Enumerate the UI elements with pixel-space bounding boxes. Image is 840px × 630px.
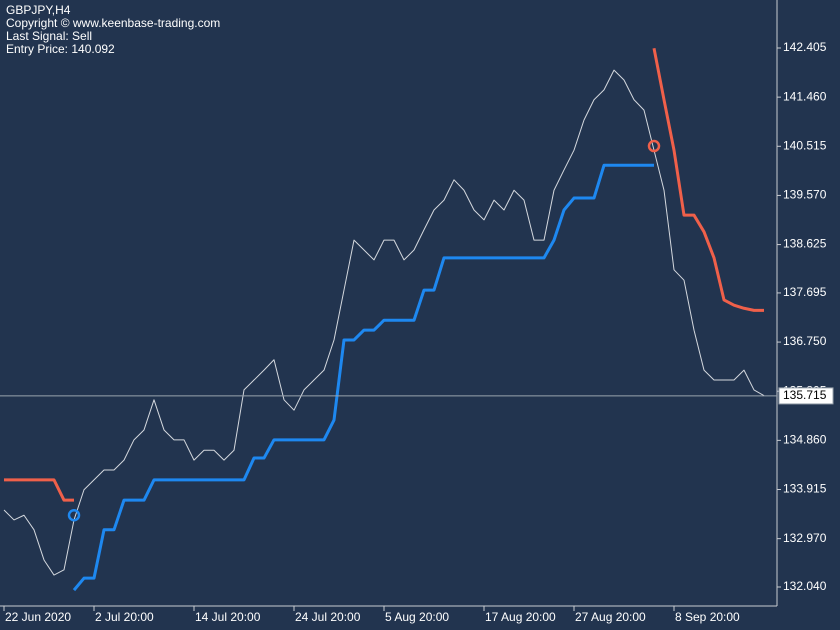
y-tick-label: 142.405 bbox=[783, 40, 827, 54]
x-tick-label: 22 Jun 2020 bbox=[5, 610, 71, 624]
header-text: Copyright © www.keenbase-trading.com bbox=[6, 16, 220, 30]
y-tick-label: 136.750 bbox=[783, 334, 827, 348]
y-tick-label: 133.915 bbox=[783, 482, 827, 496]
y-tick-label: 140.515 bbox=[783, 138, 827, 152]
price-line bbox=[4, 47, 764, 502]
y-tick-label: 139.570 bbox=[783, 188, 827, 202]
x-tick-label: 14 Jul 20:00 bbox=[195, 610, 261, 624]
y-tick-label: 132.040 bbox=[783, 579, 827, 593]
x-tick-label: 24 Jul 20:00 bbox=[295, 610, 361, 624]
x-tick-label: 5 Aug 20:00 bbox=[385, 610, 449, 624]
price-line bbox=[72, 163, 654, 592]
y-tick-label: 138.625 bbox=[783, 237, 827, 251]
signal-marker bbox=[67, 508, 81, 522]
y-tick-label: 137.695 bbox=[783, 285, 827, 299]
current-price-label: 135.715 bbox=[783, 388, 827, 402]
x-tick-label: 17 Aug 20:00 bbox=[485, 610, 556, 624]
y-tick-label: 141.460 bbox=[783, 89, 827, 103]
x-tick-label: 2 Jul 20:00 bbox=[95, 610, 154, 624]
header-text: Last Signal: Sell bbox=[6, 29, 92, 43]
signal-marker bbox=[647, 139, 661, 153]
current-price-box bbox=[778, 387, 834, 405]
header-text: Entry Price: 140.092 bbox=[6, 42, 115, 56]
header-text: GBPJPY,H4 bbox=[6, 3, 71, 17]
price-line bbox=[3, 69, 765, 576]
x-tick-label: 8 Sep 20:00 bbox=[675, 610, 740, 624]
x-tick-label: 27 Aug 20:00 bbox=[575, 610, 646, 624]
y-tick-label: 134.860 bbox=[783, 433, 827, 447]
y-tick-label: 132.970 bbox=[783, 531, 827, 545]
